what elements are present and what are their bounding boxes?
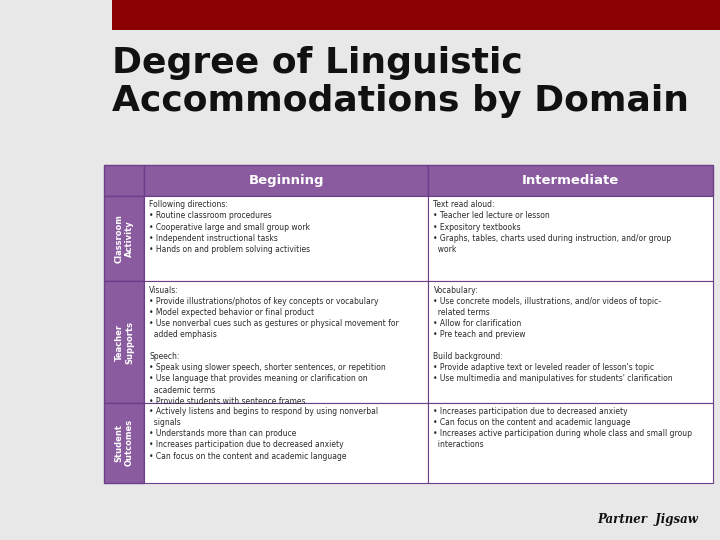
Text: Vocabulary:
• Use concrete models, illustrations, and/or videos of topic-
  rela: Vocabulary: • Use concrete models, illus…: [433, 286, 673, 383]
Text: Intermediate: Intermediate: [522, 174, 619, 187]
Text: Degree of Linguistic: Degree of Linguistic: [112, 46, 522, 80]
Text: Following directions:
• Routine classroom procedures
• Cooperative large and sma: Following directions: • Routine classroo…: [149, 200, 310, 254]
Text: Accommodations by Domain: Accommodations by Domain: [112, 84, 688, 118]
Text: Classroom
Activity: Classroom Activity: [114, 214, 134, 263]
Text: Visuals:
• Provide illustrations/photos of key concepts or vocabulary
• Model ex: Visuals: • Provide illustrations/photos …: [149, 286, 399, 406]
Text: • Increases participation due to decreased anxiety
• Can focus on the content an: • Increases participation due to decreas…: [433, 407, 693, 449]
Text: Beginning: Beginning: [248, 174, 324, 187]
Text: Student
Outcomes: Student Outcomes: [114, 419, 134, 467]
Text: Teacher
Supports: Teacher Supports: [114, 321, 134, 363]
Text: Text read aloud:
• Teacher led lecture or lesson
• Expository textbooks
• Graphs: Text read aloud: • Teacher led lecture o…: [433, 200, 672, 254]
Text: • Actively listens and begins to respond by using nonverbal
  signals
• Understa: • Actively listens and begins to respond…: [149, 407, 378, 461]
Text: Partner  Jigsaw: Partner Jigsaw: [598, 514, 698, 526]
